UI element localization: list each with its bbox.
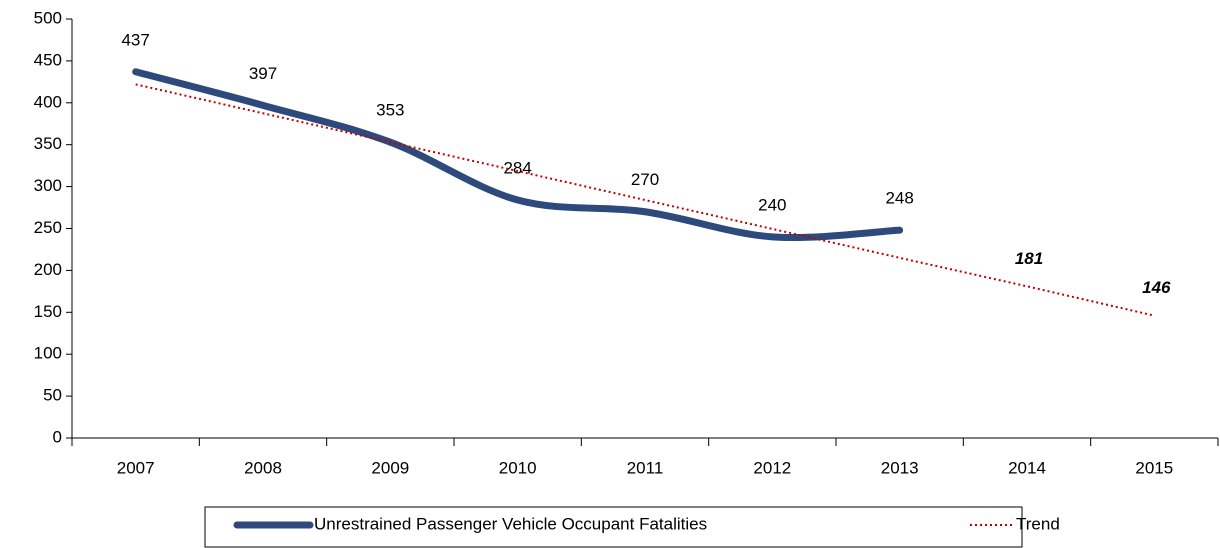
y-tick-label: 150 xyxy=(34,302,62,321)
y-tick-label: 50 xyxy=(43,386,62,405)
x-tick-label: 2015 xyxy=(1135,458,1173,477)
x-tick-label: 2012 xyxy=(753,458,791,477)
y-tick-label: 250 xyxy=(34,218,62,237)
data-label: 181 xyxy=(1015,249,1043,268)
data-label: 248 xyxy=(885,189,913,208)
data-label: 146 xyxy=(1142,278,1171,297)
legend-label: Trend xyxy=(1016,514,1060,533)
data-label: 284 xyxy=(503,158,531,177)
y-tick-label: 500 xyxy=(34,8,62,27)
series-line xyxy=(135,83,1155,317)
x-tick-label: 2010 xyxy=(499,458,537,477)
data-label: 240 xyxy=(758,195,786,214)
x-tick-label: 2011 xyxy=(627,458,664,477)
x-tick-label: 2008 xyxy=(244,458,282,477)
x-tick-label: 2009 xyxy=(371,458,409,477)
data-label: 270 xyxy=(631,170,659,189)
y-tick-label: 400 xyxy=(34,92,62,111)
y-tick-label: 300 xyxy=(34,176,62,195)
y-tick-label: 200 xyxy=(34,260,62,279)
y-tick-label: 100 xyxy=(34,344,62,363)
data-label: 437 xyxy=(121,30,149,49)
x-tick-label: 2013 xyxy=(881,458,919,477)
y-tick-label: 450 xyxy=(34,50,62,69)
series-line xyxy=(132,68,904,242)
data-label: 353 xyxy=(376,101,404,120)
y-tick-label: 350 xyxy=(34,134,62,153)
x-tick-label: 2007 xyxy=(117,458,155,477)
legend-label: Unrestrained Passenger Vehicle Occupant … xyxy=(314,514,707,533)
x-tick-label: 2014 xyxy=(1008,458,1046,477)
y-tick-label: 0 xyxy=(53,427,62,446)
data-label: 397 xyxy=(249,64,277,83)
legend-box xyxy=(204,506,1023,548)
